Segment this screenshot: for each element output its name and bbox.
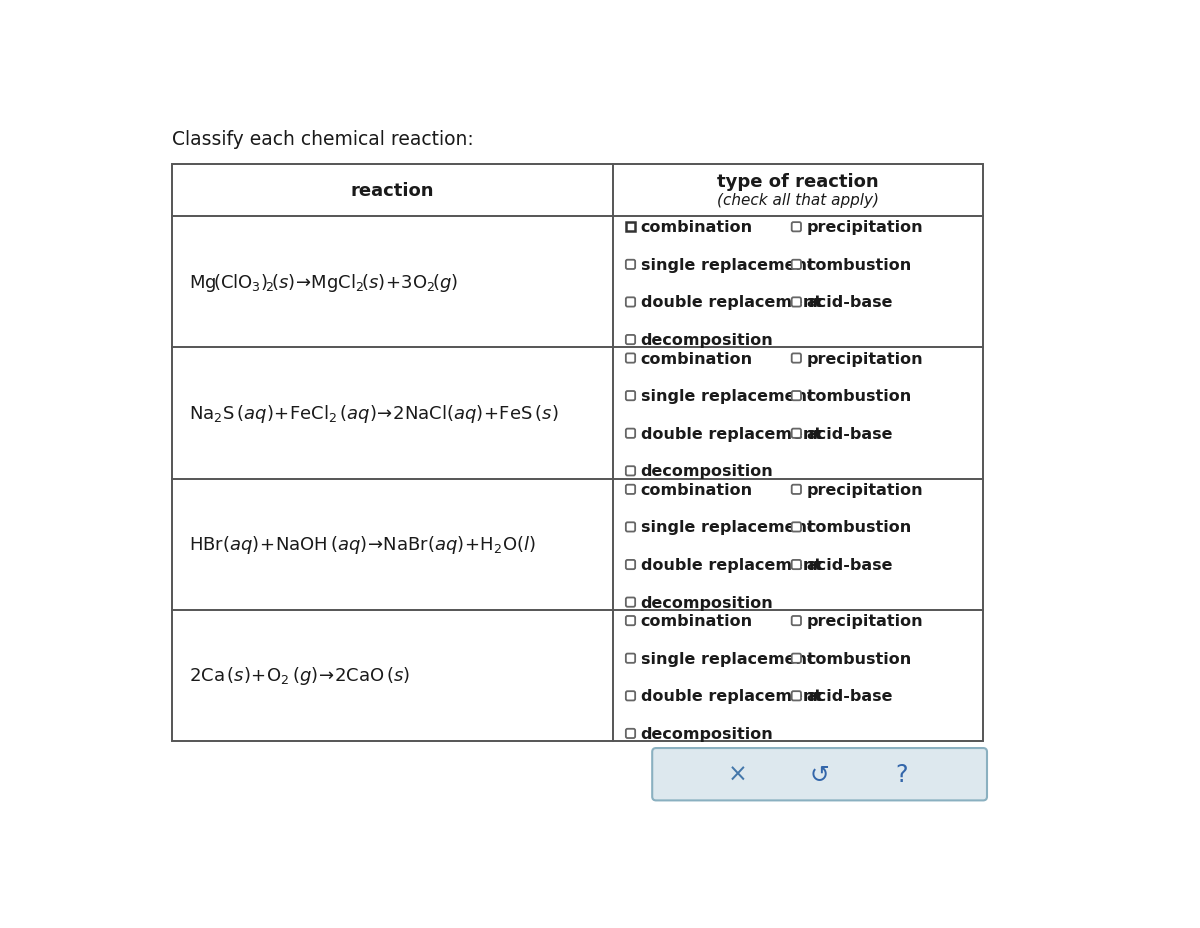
FancyBboxPatch shape bbox=[626, 616, 635, 625]
Text: single replacement: single replacement bbox=[641, 520, 815, 535]
FancyBboxPatch shape bbox=[792, 354, 802, 363]
FancyBboxPatch shape bbox=[626, 354, 635, 363]
Text: Classify each chemical reaction:: Classify each chemical reaction: bbox=[172, 130, 474, 148]
Text: single replacement: single replacement bbox=[641, 258, 815, 273]
Text: precipitation: precipitation bbox=[806, 613, 923, 628]
FancyBboxPatch shape bbox=[626, 392, 635, 401]
Text: combination: combination bbox=[641, 483, 752, 497]
FancyBboxPatch shape bbox=[792, 223, 802, 232]
Text: precipitation: precipitation bbox=[806, 483, 923, 497]
Text: precipitation: precipitation bbox=[806, 351, 923, 367]
FancyBboxPatch shape bbox=[626, 467, 635, 476]
Text: $2\mathregular{Ca}\,\mathit{(s)}\!+\!\mathregular{O}_2\,\mathit{(g)}\!\rightarro: $2\mathregular{Ca}\,\mathit{(s)}\!+\!\ma… bbox=[188, 664, 410, 687]
FancyBboxPatch shape bbox=[653, 748, 986, 801]
Text: acid-base: acid-base bbox=[806, 426, 893, 441]
FancyBboxPatch shape bbox=[626, 336, 635, 345]
Text: decomposition: decomposition bbox=[641, 333, 773, 348]
Text: double replacement: double replacement bbox=[641, 689, 822, 703]
Text: acid-base: acid-base bbox=[806, 689, 893, 703]
FancyBboxPatch shape bbox=[626, 691, 635, 701]
FancyBboxPatch shape bbox=[792, 522, 802, 532]
FancyBboxPatch shape bbox=[792, 561, 802, 570]
Text: ×: × bbox=[728, 763, 748, 786]
FancyBboxPatch shape bbox=[626, 298, 635, 307]
Text: combustion: combustion bbox=[806, 389, 912, 404]
FancyBboxPatch shape bbox=[792, 691, 802, 701]
Text: single replacement: single replacement bbox=[641, 389, 815, 404]
FancyBboxPatch shape bbox=[792, 429, 802, 438]
Text: combination: combination bbox=[641, 613, 752, 628]
FancyBboxPatch shape bbox=[792, 654, 802, 664]
Text: $\mathregular{HBr}\mathit{(aq)}\!+\!\mathregular{NaOH}\,\mathit{(aq)}\!\rightarr: $\mathregular{HBr}\mathit{(aq)}\!+\!\mat… bbox=[188, 534, 535, 556]
Bar bbox=[172, 164, 983, 741]
FancyBboxPatch shape bbox=[626, 729, 635, 739]
Text: double replacement: double replacement bbox=[641, 295, 822, 310]
Text: acid-base: acid-base bbox=[806, 295, 893, 310]
Text: type of reaction: type of reaction bbox=[718, 174, 880, 191]
Text: combustion: combustion bbox=[806, 258, 912, 273]
Text: acid-base: acid-base bbox=[806, 558, 893, 573]
FancyBboxPatch shape bbox=[626, 485, 635, 495]
FancyBboxPatch shape bbox=[792, 485, 802, 495]
Text: decomposition: decomposition bbox=[641, 595, 773, 610]
FancyBboxPatch shape bbox=[792, 298, 802, 307]
Text: combustion: combustion bbox=[806, 651, 912, 666]
Text: combustion: combustion bbox=[806, 520, 912, 535]
Text: (check all that apply): (check all that apply) bbox=[718, 193, 880, 208]
FancyBboxPatch shape bbox=[792, 261, 802, 270]
Text: ?: ? bbox=[895, 763, 907, 786]
Text: single replacement: single replacement bbox=[641, 651, 815, 666]
FancyBboxPatch shape bbox=[626, 429, 635, 438]
Text: decomposition: decomposition bbox=[641, 726, 773, 741]
Bar bbox=[626, 223, 635, 232]
FancyBboxPatch shape bbox=[626, 522, 635, 532]
FancyBboxPatch shape bbox=[792, 616, 802, 625]
Text: $\mathregular{Mg}\!\left(\mathregular{ClO}_3\right)_{\!2}\!\mathit{(s)}\!\righta: $\mathregular{Mg}\!\left(\mathregular{Cl… bbox=[188, 271, 458, 293]
Text: decomposition: decomposition bbox=[641, 464, 773, 479]
Text: ↺: ↺ bbox=[810, 763, 829, 786]
Text: reaction: reaction bbox=[350, 182, 434, 200]
Text: combination: combination bbox=[641, 351, 752, 367]
FancyBboxPatch shape bbox=[626, 598, 635, 607]
Text: double replacement: double replacement bbox=[641, 558, 822, 573]
Text: double replacement: double replacement bbox=[641, 426, 822, 441]
Text: combination: combination bbox=[641, 220, 752, 235]
FancyBboxPatch shape bbox=[626, 561, 635, 570]
FancyBboxPatch shape bbox=[626, 261, 635, 270]
Text: precipitation: precipitation bbox=[806, 220, 923, 235]
FancyBboxPatch shape bbox=[626, 654, 635, 664]
Text: $\mathregular{Na}_2\mathregular{S}\,\mathit{(aq)}\!+\!\mathregular{FeCl}_2\,\mat: $\mathregular{Na}_2\mathregular{S}\,\mat… bbox=[188, 403, 558, 424]
FancyBboxPatch shape bbox=[792, 392, 802, 401]
